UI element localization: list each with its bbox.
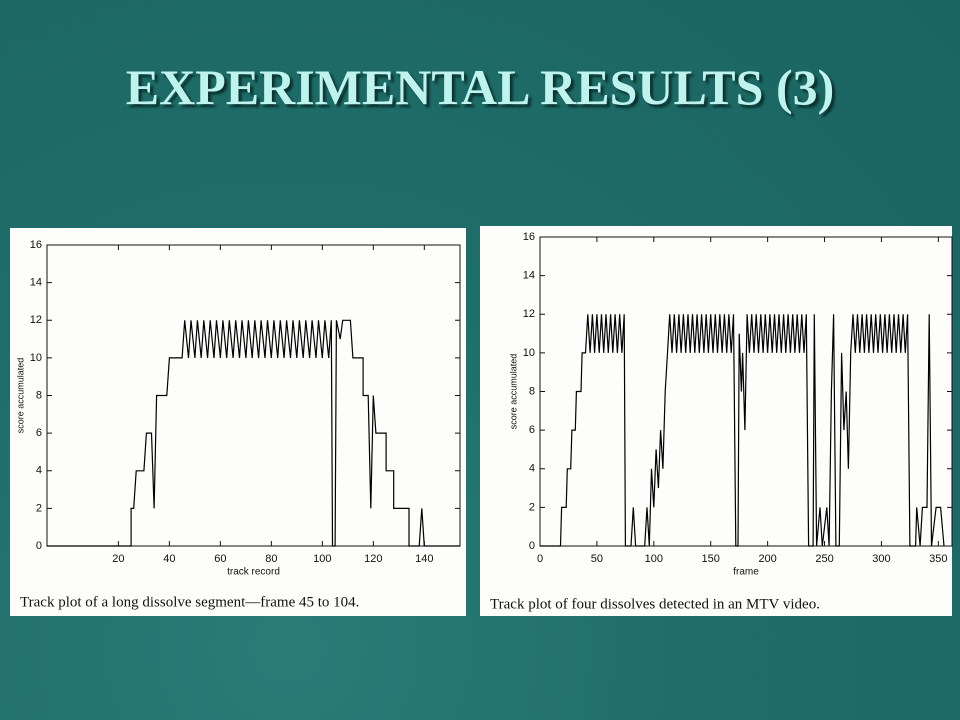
y-axis-label: score accumulated xyxy=(15,358,25,434)
x-tick-label: 100 xyxy=(313,553,331,565)
x-tick-label: 150 xyxy=(702,553,720,565)
y-tick-label: 16 xyxy=(523,231,535,243)
y-tick-label: 4 xyxy=(529,463,535,475)
x-axis-label: frame xyxy=(733,567,759,578)
x-tick-label: 250 xyxy=(815,553,833,565)
x-axis-label: track record xyxy=(227,567,280,578)
y-tick-label: 6 xyxy=(529,424,535,436)
slide-title: EXPERIMENTAL RESULTS (3) xyxy=(125,59,835,115)
y-tick-label: 12 xyxy=(30,314,42,326)
caption: Track plot of four dissolves detected in… xyxy=(490,596,820,612)
y-axis-label: score accumulated xyxy=(508,354,518,430)
chart-panel: 0 2 4 6 8 10 12 14 16 20 40 60 80 100 120 140 track reco… xyxy=(10,228,466,616)
y-tick-label: 2 xyxy=(529,501,535,513)
x-tick-label: 350 xyxy=(929,553,947,565)
y-tick-label: 12 xyxy=(523,308,535,320)
data-line xyxy=(47,319,460,547)
x-tick-label: 300 xyxy=(872,553,890,565)
y-tick-label: 6 xyxy=(36,427,42,439)
y-tick-label: 14 xyxy=(523,270,535,282)
chart-panel: 0 2 4 6 8 10 12 14 16 0 50 100 150 200 250 300 350 frame s… xyxy=(480,226,953,616)
x-tick-label: 50 xyxy=(591,553,603,565)
y-tick-label: 10 xyxy=(30,352,42,364)
x-tick-label: 40 xyxy=(163,553,175,565)
data-line xyxy=(540,314,945,547)
x-tick-label: 80 xyxy=(265,553,277,565)
x-tick-label: 60 xyxy=(214,553,226,565)
y-tick-label: 10 xyxy=(523,347,535,359)
caption: Track plot of a long dissolve segment—fr… xyxy=(20,594,359,610)
y-tick-label: 16 xyxy=(30,239,42,251)
y-tick-label: 4 xyxy=(36,465,42,477)
x-tick-label: 100 xyxy=(645,553,663,565)
x-tick-label: 140 xyxy=(415,553,433,565)
y-tick-label: 0 xyxy=(529,540,535,552)
y-tick-label: 14 xyxy=(30,277,42,289)
panel-background xyxy=(10,228,466,616)
panel-background xyxy=(480,226,952,616)
x-tick-label: 20 xyxy=(112,553,124,565)
y-tick-label: 8 xyxy=(529,385,535,397)
y-tick-label: 0 xyxy=(36,540,42,552)
y-tick-label: 2 xyxy=(36,502,42,514)
x-tick-label: 0 xyxy=(537,553,543,565)
x-tick-label: 120 xyxy=(364,553,382,565)
y-tick-label: 8 xyxy=(36,389,42,401)
x-tick-label: 200 xyxy=(758,553,776,565)
